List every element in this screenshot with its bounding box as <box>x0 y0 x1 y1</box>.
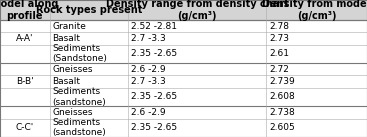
Text: Basalt: Basalt <box>52 34 80 43</box>
Bar <box>0 75 50 88</box>
Text: 2.35 -2.65: 2.35 -2.65 <box>131 49 178 58</box>
Bar <box>50 106 128 119</box>
Text: Basalt: Basalt <box>52 77 80 86</box>
Bar <box>0 106 50 119</box>
Bar <box>128 0 266 20</box>
Bar <box>266 88 367 106</box>
Text: Model along
profile: Model along profile <box>0 0 58 21</box>
Text: 2.605: 2.605 <box>269 123 295 132</box>
Bar <box>128 88 266 106</box>
Bar <box>266 119 367 137</box>
Text: Gneisses: Gneisses <box>52 108 93 117</box>
Text: Granite: Granite <box>52 22 86 31</box>
Bar <box>266 45 367 63</box>
Bar <box>266 63 367 75</box>
Bar <box>128 45 266 63</box>
Bar <box>0 0 50 20</box>
Bar <box>128 20 266 32</box>
Text: 2.35 -2.65: 2.35 -2.65 <box>131 92 178 101</box>
Text: 2.73: 2.73 <box>269 34 289 43</box>
Bar <box>0 20 50 32</box>
Text: 2.738: 2.738 <box>269 108 295 117</box>
Text: Rock types present: Rock types present <box>36 5 142 15</box>
Bar <box>266 32 367 45</box>
Bar <box>50 63 128 75</box>
Bar <box>128 106 266 119</box>
Text: 2.7 -3.3: 2.7 -3.3 <box>131 34 166 43</box>
Text: 2.52 -2.81: 2.52 -2.81 <box>131 22 177 31</box>
Text: 2.6 -2.9: 2.6 -2.9 <box>131 65 166 74</box>
Text: Sediments
(Sandstone): Sediments (Sandstone) <box>52 44 108 63</box>
Text: 2.739: 2.739 <box>269 77 295 86</box>
Text: 2.7 -3.3: 2.7 -3.3 <box>131 77 166 86</box>
Text: 2.608: 2.608 <box>269 92 295 101</box>
Text: 2.72: 2.72 <box>269 65 289 74</box>
Bar <box>266 20 367 32</box>
Bar <box>0 88 50 106</box>
Bar <box>0 119 50 137</box>
Text: 2.61: 2.61 <box>269 49 289 58</box>
Bar <box>50 45 128 63</box>
Text: C-C': C-C' <box>16 123 34 132</box>
Bar <box>266 75 367 88</box>
Text: Density range from density chart
(g/cm³): Density range from density chart (g/cm³) <box>106 0 288 21</box>
Bar <box>266 106 367 119</box>
Bar <box>128 75 266 88</box>
Bar <box>50 20 128 32</box>
Bar <box>0 63 50 75</box>
Bar <box>128 63 266 75</box>
Text: Density from model
(g/cm³): Density from model (g/cm³) <box>262 0 367 21</box>
Bar <box>128 32 266 45</box>
Text: B-B': B-B' <box>16 77 34 86</box>
Bar <box>50 75 128 88</box>
Text: Gneisses: Gneisses <box>52 65 93 74</box>
Bar <box>266 0 367 20</box>
Bar <box>50 119 128 137</box>
Text: 2.78: 2.78 <box>269 22 289 31</box>
Text: 2.35 -2.65: 2.35 -2.65 <box>131 123 178 132</box>
Bar <box>50 88 128 106</box>
Text: A-A': A-A' <box>16 34 33 43</box>
Bar <box>50 0 128 20</box>
Text: Sediments
(sandstone): Sediments (sandstone) <box>52 87 106 107</box>
Bar <box>0 32 50 45</box>
Bar <box>50 32 128 45</box>
Bar <box>128 119 266 137</box>
Text: Sediments
(sandstone): Sediments (sandstone) <box>52 118 106 137</box>
Text: 2.6 -2.9: 2.6 -2.9 <box>131 108 166 117</box>
Bar <box>0 45 50 63</box>
